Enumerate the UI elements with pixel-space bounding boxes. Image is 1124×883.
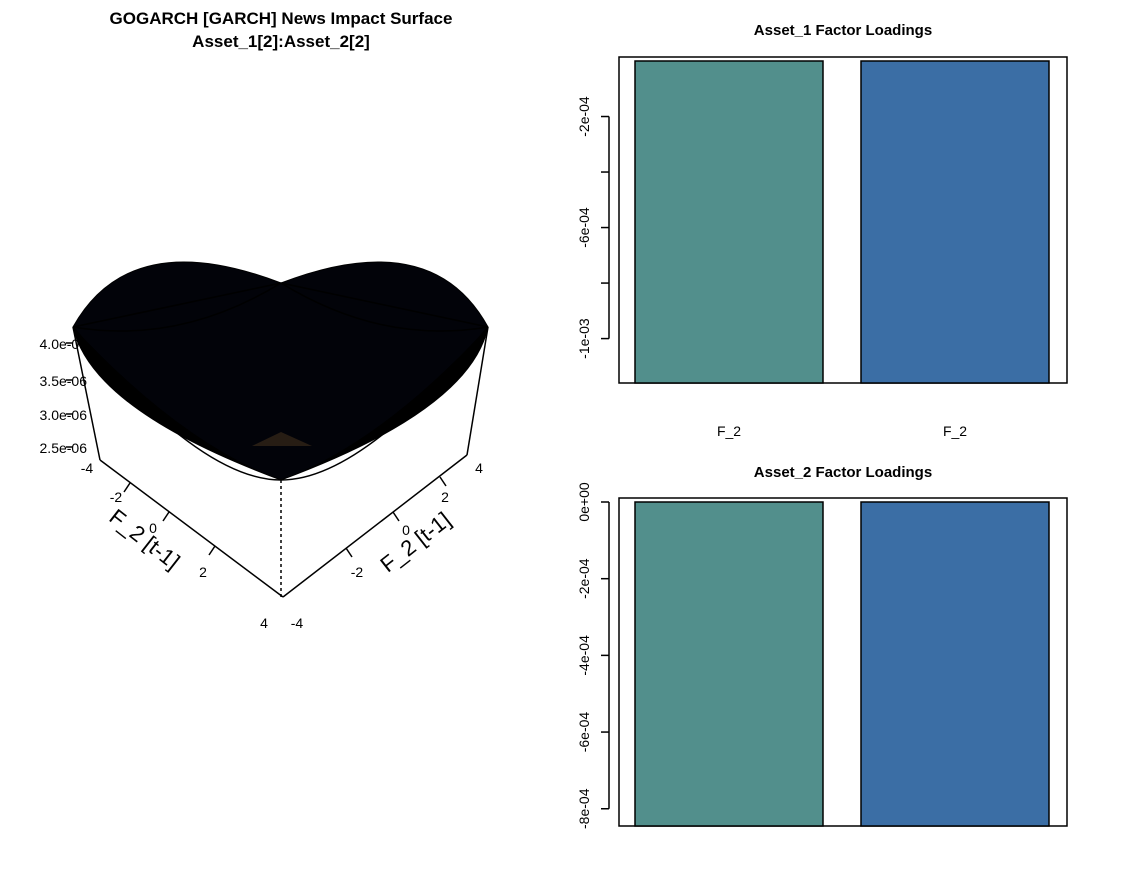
x-tick-mark: [162, 511, 170, 522]
surface-panel: GOGARCH [GARCH] News Impact Surface Asse…: [40, 9, 489, 631]
y-axis: -4 -2 0 2 4 F_2 [t-1]: [291, 460, 483, 631]
category-label: F_2: [943, 423, 967, 439]
y-tick-label: -4: [291, 615, 304, 631]
z-axis: 4.0e-06 3.5e-06 3.0e-06 2.5e-06: [40, 336, 88, 456]
surface-rim-left: [72, 282, 282, 332]
y-tick-label: -2: [351, 564, 364, 580]
top-edge-left: [72, 282, 282, 328]
x-tick-label: 0: [149, 520, 157, 536]
surface-rim-right: [280, 282, 489, 332]
bar: [634, 60, 824, 384]
x-tick-label: 4: [260, 615, 268, 631]
y-tick-mark: [345, 547, 353, 558]
y-tick-label: -6e-04: [576, 207, 592, 248]
x-tick-mark: [123, 482, 131, 493]
z-tick-label: 3.5e-06: [40, 373, 88, 389]
z-tick-label: 3.0e-06: [40, 407, 88, 423]
x-tick-mark: [208, 545, 216, 556]
surface-title: GOGARCH [GARCH] News Impact Surface: [110, 9, 453, 28]
x-tick-label: -4: [81, 460, 94, 476]
base-edge-left: [99, 459, 284, 598]
bar: [634, 501, 824, 827]
y-tick-label: -8e-04: [576, 788, 592, 829]
bar: [860, 60, 1050, 384]
y-tick-label: -2e-04: [576, 96, 592, 137]
y-tick-label: 4: [475, 460, 483, 476]
base-edge-right: [282, 454, 468, 598]
plot-frame: [618, 56, 1068, 384]
box-edge-right: [466, 326, 489, 456]
y-tick-label: -6e-04: [576, 712, 592, 753]
asset2-loadings-panel: Asset_2 Factor Loadings 0e+00 -2e-04 -4e-04…: [576, 464, 1068, 829]
y-tick-label: -1e-03: [576, 318, 592, 359]
x-tick-label: -2: [110, 489, 123, 505]
surface-body: [72, 261, 489, 481]
y-axis-label: F_2 [t-1]: [375, 507, 455, 577]
y-tick-label: 0: [402, 522, 410, 538]
top-edge-right: [280, 282, 489, 328]
bar-chart-title: Asset_2 Factor Loadings: [754, 464, 932, 481]
asset1-loadings-panel: Asset_1 Factor Loadings F_2 F_2 -2e-04 -6e-0…: [576, 22, 1068, 439]
surface-mesh-highlight: [252, 432, 312, 446]
y-tick-label: 2: [441, 489, 449, 505]
z-tick-label: 4.0e-06: [40, 336, 88, 352]
surface-subtitle: Asset_1[2]:Asset_2[2]: [192, 32, 370, 51]
surface-rim-front: [72, 326, 489, 481]
bar: [860, 501, 1050, 827]
z-tick-label: 2.5e-06: [40, 440, 88, 456]
category-label: F_2: [717, 423, 741, 439]
y-tick-mark: [392, 511, 400, 522]
x-axis: -4 -2 0 2 4 F_2 [t-1]: [81, 460, 268, 631]
y-tick-mark: [439, 476, 447, 487]
bar-chart-title: Asset_1 Factor Loadings: [754, 22, 932, 39]
y-tick-label: -2e-04: [576, 558, 592, 599]
plot-frame: [618, 497, 1068, 827]
y-tick-label: 0e+00: [576, 482, 592, 522]
y-tick-label: -4e-04: [576, 635, 592, 676]
box-edge-left: [72, 326, 101, 461]
x-tick-label: 2: [199, 564, 207, 580]
